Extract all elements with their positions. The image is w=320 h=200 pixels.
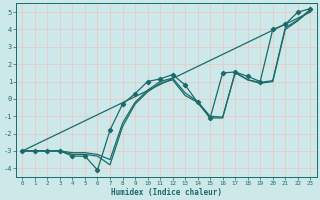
X-axis label: Humidex (Indice chaleur): Humidex (Indice chaleur)	[111, 188, 222, 197]
